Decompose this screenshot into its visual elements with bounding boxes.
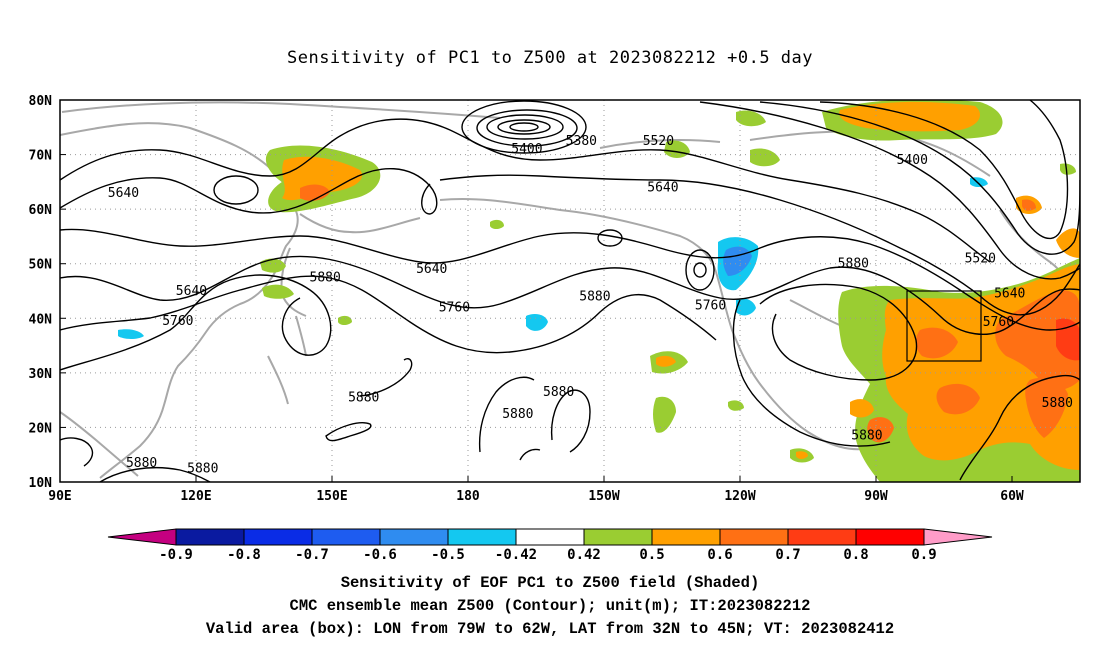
contour-label: 5880 xyxy=(838,257,869,272)
contour-label: 5400 xyxy=(511,142,542,157)
colorbar-tick-label: 0.7 xyxy=(775,547,800,563)
footer-line-1: Sensitivity of EOF PC1 to Z500 field (Sh… xyxy=(340,574,760,592)
contour-label: 5880 xyxy=(543,385,574,400)
lat-label-30n: 30N xyxy=(29,367,53,382)
contour-label: 5880 xyxy=(579,289,610,304)
lat-label-50n: 50N xyxy=(29,258,53,273)
contour-label: 5760 xyxy=(695,299,726,314)
colorbar-bin xyxy=(447,528,517,546)
valid-area-box xyxy=(906,290,982,362)
colorbar-tick-label: -0.42 xyxy=(495,547,537,563)
colorbar-bin xyxy=(787,528,857,546)
colorbar-bin xyxy=(175,528,245,546)
contour-label: 5520 xyxy=(643,134,674,149)
contour-label: 5640 xyxy=(994,287,1025,302)
contour-label: 5880 xyxy=(126,456,157,471)
shaded-sensitivity xyxy=(118,100,1080,482)
colorbar-tick-label: -0.9 xyxy=(159,547,193,563)
contour-label: 5520 xyxy=(965,251,996,266)
lat-label-10n: 10N xyxy=(29,476,53,491)
contour-label: 5380 xyxy=(566,134,597,149)
contour-label: 5640 xyxy=(416,262,447,277)
colorbar-upper-extend xyxy=(923,528,993,546)
footer-line-3: Valid area (box): LON from 79W to 62W, L… xyxy=(205,620,895,638)
map-interior: 5380 5400 5520 5400 5640 5640 5520 5640 5880 5640… xyxy=(60,100,1080,482)
lat-label-60n: 60N xyxy=(29,203,53,218)
contour-label: 5880 xyxy=(310,270,341,285)
lat-label-80n: 80N xyxy=(29,94,53,109)
lon-label-120e: 120E xyxy=(180,489,211,504)
colorbar-bin xyxy=(379,528,449,546)
lon-label-120w: 120W xyxy=(724,489,755,504)
colorbar-tick-label: 0.5 xyxy=(639,547,664,563)
colorbar: -0.9 -0.8 -0.7 -0.6 -0.5 -0.42 0.42 0.5 0.6 0.7 0.… xyxy=(107,528,993,563)
colorbar-bin xyxy=(651,528,721,546)
lon-label-180: 180 xyxy=(456,489,480,504)
lat-label-70n: 70N xyxy=(29,149,53,164)
contour-label: 5400 xyxy=(897,153,928,168)
contour-label: 5760 xyxy=(983,315,1014,330)
contour-label: 5760 xyxy=(439,300,470,315)
colorbar-tick-label: 0.9 xyxy=(911,547,936,563)
z500-contours xyxy=(60,100,1080,482)
lon-label-90w: 90W xyxy=(864,489,888,504)
footer-line-2: CMC ensemble mean Z500 (Contour); unit(m… xyxy=(289,597,811,615)
colorbar-tick-label: -0.8 xyxy=(227,547,261,563)
colorbar-tick-label: -0.6 xyxy=(363,547,397,563)
contour-label: 5640 xyxy=(108,186,139,201)
lon-label-90e: 90E xyxy=(48,489,71,504)
contour-label: 5760 xyxy=(162,314,193,329)
colorbar-bin xyxy=(243,528,313,546)
map-frame xyxy=(59,99,1081,483)
lon-label-150w: 150W xyxy=(588,489,619,504)
lon-label-60w: 60W xyxy=(1000,489,1024,504)
colorbar-bin xyxy=(515,528,585,546)
colorbar-bin xyxy=(583,528,653,546)
lon-label-150e: 150E xyxy=(316,489,347,504)
colorbar-bin xyxy=(855,528,925,546)
contour-label: 5880 xyxy=(348,390,379,405)
lat-label-20n: 20N xyxy=(29,421,53,436)
colorbar-tick-label: -0.5 xyxy=(431,547,465,563)
contour-label: 5640 xyxy=(176,284,207,299)
contour-label: 5880 xyxy=(187,461,218,476)
contour-label: 5640 xyxy=(647,180,678,195)
colorbar-tick-label: 0.6 xyxy=(707,547,732,563)
contour-label: 5880 xyxy=(851,429,882,444)
contour-label: 5880 xyxy=(502,407,533,422)
colorbar-tick-label: 0.8 xyxy=(843,547,868,563)
map-title: Sensitivity of PC1 to Z500 at 2023082212… xyxy=(286,48,813,68)
colorbar-tick-label: 0.42 xyxy=(567,547,601,563)
colorbar-bin xyxy=(719,528,789,546)
longitude-labels: 90E 120E 150E 180 150W 120W 90W 60W xyxy=(48,476,1024,504)
contour-labels: 5380 5400 5520 5400 5640 5640 5520 5640 5880 5640… xyxy=(108,134,1073,476)
lat-label-40n: 40N xyxy=(29,312,53,327)
latitude-labels: 80N 70N 60N 50N 40N 30N 20N 10N xyxy=(29,94,66,491)
colorbar-tick-label: -0.7 xyxy=(295,547,329,563)
colorbar-bin xyxy=(311,528,381,546)
colorbar-lower-extend xyxy=(107,528,177,546)
contour-label: 5880 xyxy=(1042,396,1073,411)
